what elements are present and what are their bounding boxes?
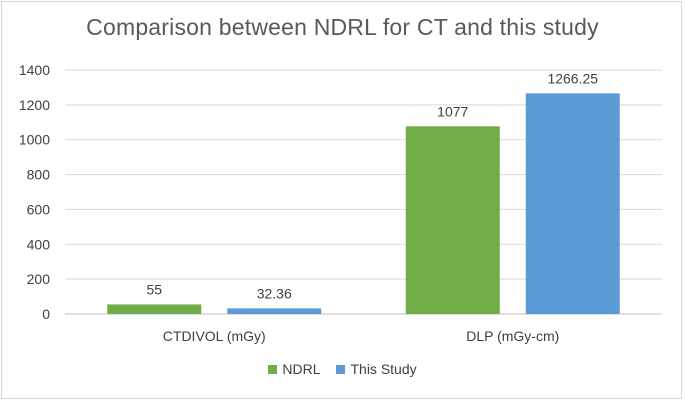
bar-ndrl-0 <box>107 304 202 314</box>
bar-this-study-0 <box>227 308 322 314</box>
legend-item-this-study: This Study <box>336 361 417 377</box>
legend-item-ndrl: NDRL <box>268 361 320 377</box>
data-label: 1266.25 <box>547 70 598 86</box>
legend-swatch-ndrl <box>268 364 278 374</box>
chart-legend: NDRL This Study <box>0 361 685 377</box>
data-label: 55 <box>146 281 162 297</box>
y-tick-label: 1000 <box>19 132 50 148</box>
y-tick-label: 1200 <box>19 97 50 113</box>
chart-title: Comparison between NDRL for CT and this … <box>86 14 599 40</box>
y-tick-label: 800 <box>27 167 51 183</box>
data-label: 32.36 <box>257 285 292 301</box>
y-tick-label: 400 <box>27 236 51 252</box>
legend-label-ndrl: NDRL <box>282 361 321 377</box>
legend-swatch-this-study <box>336 364 346 374</box>
y-tick-label: 0 <box>42 306 50 322</box>
y-tick-label: 600 <box>27 201 51 217</box>
y-tick-label: 1400 <box>19 62 50 78</box>
legend-label-this-study: This Study <box>350 361 417 377</box>
x-category-label: CTDIVOL (mGy) <box>163 328 266 344</box>
bar-this-study-1 <box>525 93 620 314</box>
x-category-label: DLP (mGy-cm) <box>466 328 559 344</box>
y-tick-label: 200 <box>27 271 51 287</box>
bar-ndrl-1 <box>405 126 500 315</box>
data-label: 1077 <box>437 103 468 119</box>
